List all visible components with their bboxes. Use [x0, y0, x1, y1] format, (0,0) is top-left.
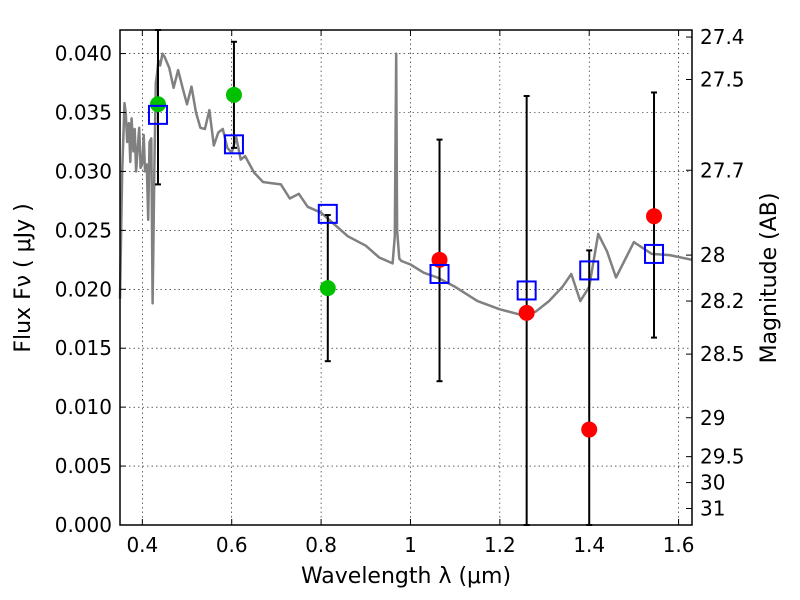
- y-tick-label: 0.040: [55, 42, 112, 66]
- model-square: [317, 203, 338, 224]
- y-tick-label: 0.010: [55, 395, 112, 419]
- photometry-points: [149, 86, 663, 438]
- axis-ticks: 0.4 0.6 0.8 1 1.2 1.4 1.6 0.000 0.005 0.010 0.015 0…: [55, 25, 745, 557]
- x-tick-label: 0.8: [305, 533, 337, 557]
- red-point: [431, 251, 448, 268]
- x-axis-label: Wavelength λ (μm): [301, 564, 511, 589]
- y-axis-label: Flux Fν ( μJy ): [11, 203, 36, 352]
- green-point: [149, 96, 166, 113]
- y-tick-label: 0.005: [55, 454, 112, 478]
- red-point: [518, 304, 535, 321]
- model-square: [644, 243, 665, 264]
- y-axis-right-label: Magnitude (AB): [757, 193, 782, 364]
- y-tick-label: 0.030: [55, 159, 112, 183]
- y-tick-label: 0.025: [55, 218, 112, 242]
- model-square: [147, 104, 168, 125]
- right-tick-label: 29: [700, 406, 725, 430]
- y-tick-label: 0.035: [55, 101, 112, 125]
- x-tick-label: 0.4: [126, 533, 158, 557]
- right-tick-label: 28.2: [700, 289, 745, 313]
- right-tick-label: 31: [700, 497, 725, 521]
- model-square: [516, 280, 537, 301]
- right-tick-label: 27.4: [700, 25, 745, 49]
- errorbar-series: [154, 29, 658, 526]
- model-square: [223, 134, 244, 155]
- red-point: [581, 421, 598, 438]
- green-point: [225, 86, 242, 103]
- right-tick-label: 29.5: [700, 445, 745, 469]
- green-point: [319, 280, 336, 297]
- right-tick-label: 30: [700, 471, 725, 495]
- model-squares: [147, 104, 665, 301]
- x-tick-label: 1.2: [484, 533, 516, 557]
- right-tick-label: 28: [700, 243, 725, 267]
- model-square: [429, 263, 450, 284]
- y-tick-label: 0.015: [55, 336, 112, 360]
- right-tick-label: 28.5: [700, 342, 745, 366]
- x-tick-label: 1.4: [573, 533, 605, 557]
- red-point: [646, 208, 663, 225]
- grid: [120, 30, 692, 526]
- y-tick-label: 0.020: [55, 277, 112, 301]
- right-tick-label: 27.7: [700, 158, 745, 182]
- x-tick-label: 1: [404, 533, 417, 557]
- spectrum-line: [118, 52, 693, 317]
- model-square: [579, 260, 600, 281]
- y-tick-label: 0.000: [55, 513, 112, 537]
- spectrum-series: [118, 52, 693, 317]
- right-tick-label: 27.5: [700, 68, 745, 92]
- plot-frame: [119, 29, 693, 526]
- x-tick-label: 1.6: [663, 533, 695, 557]
- x-tick-label: 0.6: [216, 533, 248, 557]
